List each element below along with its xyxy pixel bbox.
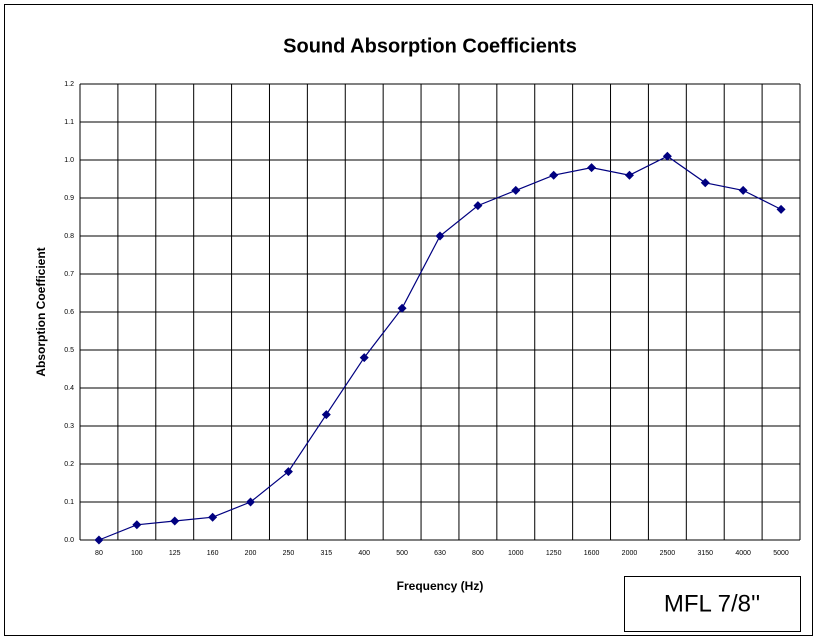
y-tick-label: 0.1 [64, 499, 74, 506]
y-tick-label: 0.9 [64, 195, 74, 202]
y-tick-label: 0.6 [64, 309, 74, 316]
y-tick-label: 0.8 [64, 233, 74, 240]
y-tick-label: 0.7 [64, 271, 74, 278]
data-point [435, 231, 445, 241]
x-tick-label: 500 [396, 550, 408, 557]
x-tick-label: 2000 [622, 550, 638, 557]
y-tick-label: 1.0 [64, 157, 74, 164]
y-tick-label: 0.5 [64, 347, 74, 354]
x-tick-label: 315 [320, 550, 332, 557]
data-point [738, 185, 748, 195]
x-tick-label: 5000 [773, 550, 789, 557]
x-tick-label: 125 [169, 550, 181, 557]
data-point [359, 353, 369, 363]
data-point [473, 201, 483, 211]
x-tick-label: 630 [434, 550, 446, 557]
x-tick-label: 3150 [697, 550, 713, 557]
x-tick-label: 80 [95, 550, 103, 557]
data-point [662, 151, 672, 161]
x-tick-label: 200 [245, 550, 257, 557]
chart-title: Sound Absorption Coefficients [283, 35, 577, 57]
y-axis-label: Absorption Coefficient [34, 247, 48, 376]
data-point [283, 467, 293, 477]
y-tick-label: 0.4 [64, 385, 74, 392]
data-point [624, 170, 634, 180]
y-tick-label: 0.0 [64, 537, 74, 544]
data-point [397, 303, 407, 313]
x-tick-label: 400 [358, 550, 370, 557]
data-point [94, 535, 104, 545]
annotation: MFL 7/8'' [664, 590, 760, 617]
data-point [321, 410, 331, 420]
data-point [246, 497, 256, 507]
frame [4, 4, 813, 636]
x-tick-label: 250 [283, 550, 295, 557]
data-point [700, 178, 710, 188]
data-point [132, 520, 142, 530]
y-tick-label: 0.3 [64, 423, 74, 430]
x-tick-label: 160 [207, 550, 219, 557]
y-tick-label: 1.1 [64, 119, 74, 126]
y-tick-label: 0.2 [64, 461, 74, 468]
x-tick-label: 4000 [735, 550, 751, 557]
data-point [776, 204, 786, 214]
x-tick-label: 1600 [584, 550, 600, 557]
data-point [208, 512, 218, 522]
x-tick-label: 800 [472, 550, 484, 557]
x-axis-label: Frequency (Hz) [397, 579, 484, 593]
y-tick-label: 1.2 [64, 81, 74, 88]
data-point [511, 185, 521, 195]
x-tick-label: 1000 [508, 550, 524, 557]
annotation-box [624, 576, 801, 632]
x-tick-label: 1250 [546, 550, 562, 557]
data-point [170, 516, 180, 526]
x-tick-label: 100 [131, 550, 143, 557]
data-point [587, 163, 597, 173]
data-point [549, 170, 559, 180]
x-tick-label: 2500 [660, 550, 676, 557]
